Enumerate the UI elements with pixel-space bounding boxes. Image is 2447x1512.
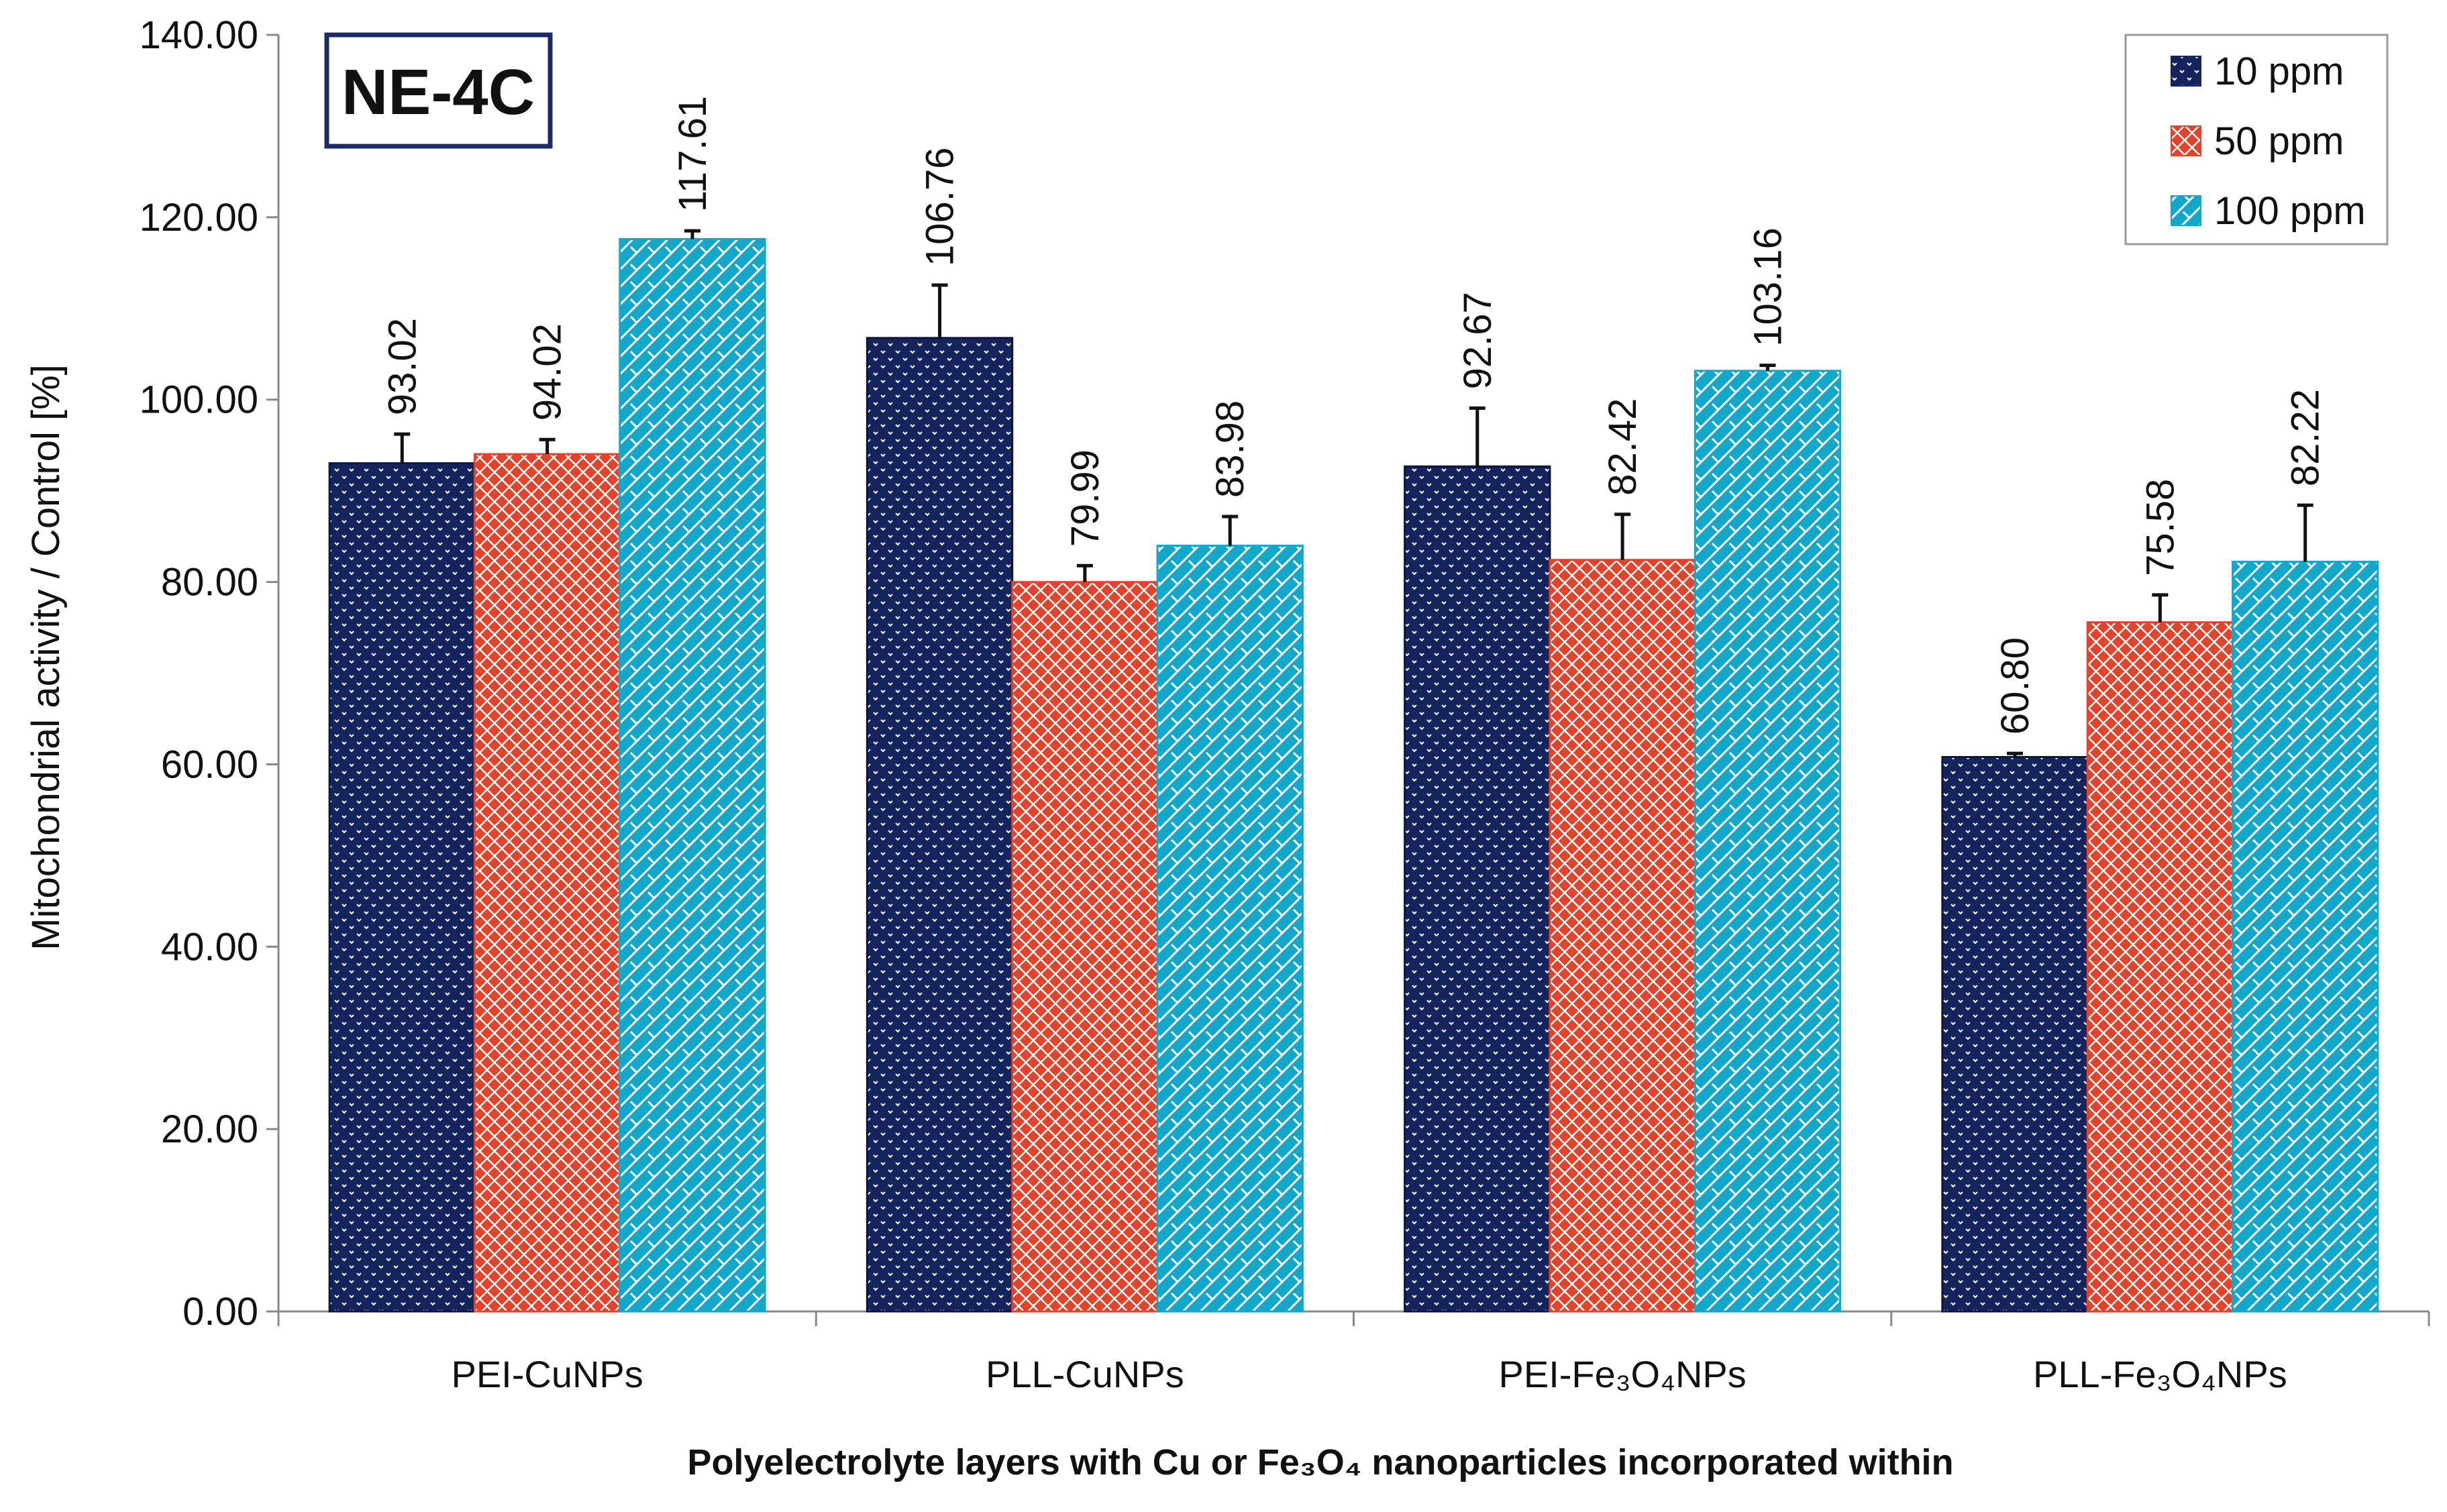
data-label: 75.58 (2138, 479, 2182, 576)
y-tick-label: 80.00 (161, 561, 258, 604)
legend-swatch (2171, 125, 2201, 156)
legend-label: 10 ppm (2214, 50, 2344, 93)
y-tick-label: 0.00 (183, 1290, 258, 1334)
legend-swatch (2171, 195, 2201, 226)
bar (1404, 465, 1551, 1313)
data-label: 83.98 (1208, 400, 1252, 498)
panel-label-box: NE-4C (324, 32, 553, 149)
bar (1694, 370, 1842, 1313)
data-labels: 93.02 106.76 92.67 60.80 94.02 79.99 82.42 75.5… (380, 96, 2327, 735)
x-tick-label: PLL-Fe₃O₄NPs (2033, 1353, 2287, 1395)
data-label: 79.99 (1063, 449, 1107, 547)
data-label: 82.42 (1601, 398, 1645, 496)
y-axis-title: Mitochondrial activity / Control [%] (24, 364, 68, 951)
x-tick-label: PLL-CuNPs (986, 1353, 1184, 1395)
data-label: 117.61 (671, 96, 715, 212)
bar (2086, 621, 2234, 1313)
y-axis: 0.00 20.00 40.00 60.00 80.00 100.00 120.00 140.… (140, 13, 280, 1334)
y-tick-label: 120.00 (140, 196, 258, 239)
y-tick-label: 100.00 (140, 378, 258, 422)
x-axis: PEI-CuNPs PLL-CuNPs PEI-Fe₃O₄NPs PLL-Fe₃O₄N… (277, 1310, 2430, 1395)
bar (1156, 544, 1304, 1313)
bar (1549, 559, 1696, 1313)
data-label: 106.76 (919, 148, 962, 266)
legend: 10 ppm 50 ppm 100 ppm (2124, 34, 2389, 246)
bar (866, 337, 1014, 1313)
bar (1941, 756, 2089, 1313)
bar-series (328, 237, 2379, 1313)
data-label: 93.02 (380, 318, 424, 415)
bar (473, 453, 621, 1313)
x-tick-label: PEI-Fe₃O₄NPs (1498, 1353, 1746, 1395)
y-tick-label: 20.00 (161, 1108, 258, 1151)
error-bars (394, 229, 2313, 757)
data-label: 94.02 (526, 323, 570, 421)
data-label: 92.67 (1456, 292, 1500, 389)
x-axis-title: Polyelectrolyte layers with Cu or Fe₃O₄ … (687, 1442, 1953, 1482)
panel-label: NE-4C (342, 56, 535, 128)
y-tick-label: 60.00 (161, 743, 258, 786)
legend-swatch (2171, 56, 2201, 87)
x-tick-label: PEI-CuNPs (451, 1353, 643, 1395)
legend-label: 100 ppm (2214, 189, 2366, 233)
bar (619, 237, 766, 1313)
y-tick-label: 40.00 (161, 925, 258, 969)
data-label: 103.16 (1746, 227, 1789, 346)
bar (1011, 581, 1159, 1313)
bar (2232, 560, 2379, 1313)
bar (328, 462, 476, 1313)
legend-label: 50 ppm (2214, 119, 2344, 163)
y-tick-label: 140.00 (140, 13, 258, 57)
data-label: 60.80 (1993, 637, 2037, 735)
data-label: 82.22 (2284, 389, 2328, 486)
